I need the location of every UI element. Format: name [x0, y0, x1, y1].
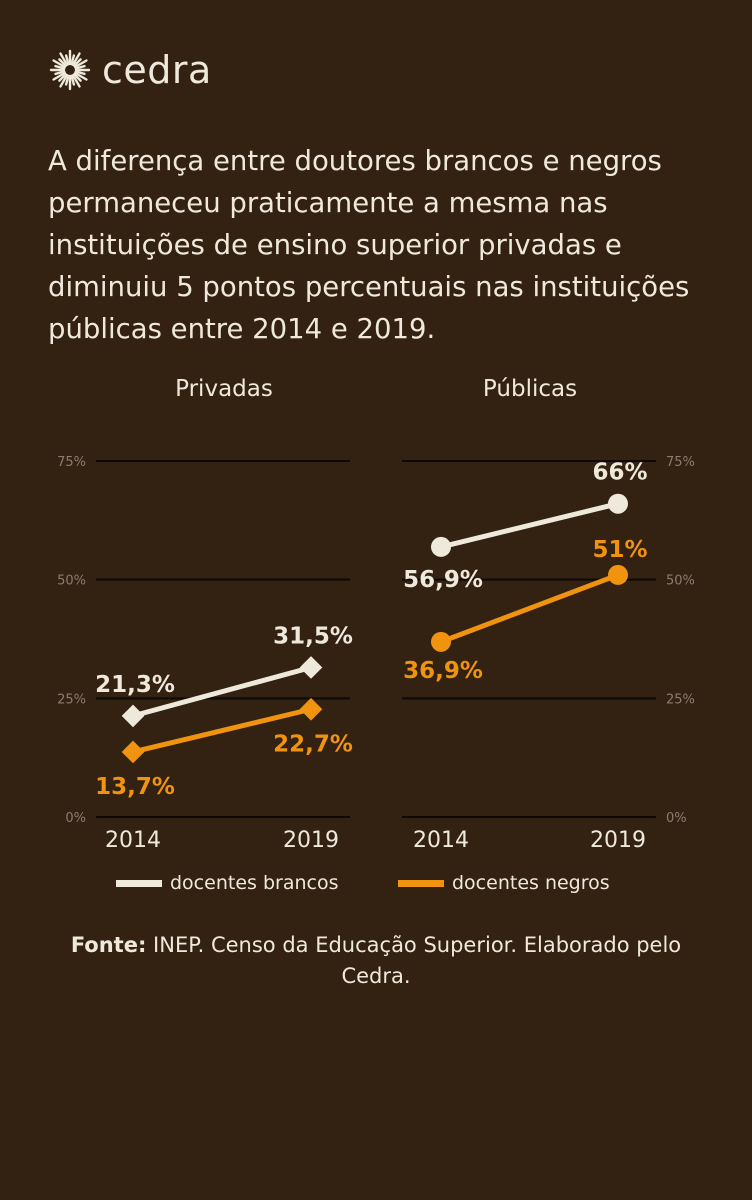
y-tick-label-privadas-25: 25% — [57, 692, 86, 707]
data-label-publicas-white-2014: 56,9% — [403, 567, 483, 593]
headline: A diferença entre doutores brancos e neg… — [48, 145, 690, 345]
data-label-privadas-black-2019: 22,7% — [273, 731, 353, 757]
y-tick-label-publicas-25: 25% — [666, 692, 695, 707]
data-label-publicas-black-2014: 36,9% — [403, 658, 483, 684]
series-line-privadas-white — [130, 664, 314, 719]
marker-publicas-black-2019 — [608, 564, 628, 585]
legend-swatch-white — [116, 879, 162, 887]
source-note: Fonte: INEP. Censo da Educação Superior.… — [40, 930, 712, 992]
series-line-publicas-white — [438, 501, 621, 550]
y-tick-label-privadas-75: 75% — [57, 455, 86, 470]
marker-privadas-white-2019 — [299, 656, 323, 679]
source-label: Fonte: — [70, 933, 147, 957]
data-label-publicas-black-2019: 51% — [592, 537, 647, 563]
data-label-privadas-white-2014: 21,3% — [95, 672, 175, 698]
chart-title-privadas: Privadas — [175, 376, 273, 402]
y-tick-label-privadas-0: 0% — [65, 811, 86, 826]
marker-publicas-white-2019 — [608, 493, 628, 514]
legend: docentes brancos docentes negros — [0, 872, 752, 900]
chart-privadas: Privadas 0% 25% 50% 75% 2014 2019 21,3% 31,5% 13,… — [57, 376, 353, 853]
y-tick-label-privadas-50: 50% — [57, 574, 86, 589]
legend-swatch-black — [398, 879, 444, 887]
data-label-privadas-black-2014: 13,7% — [95, 774, 175, 800]
marker-publicas-white-2014 — [431, 536, 451, 557]
chart-title-publicas: Públicas — [483, 376, 577, 402]
sun-icon — [49, 49, 91, 91]
charts-area: Privadas 0% 25% 50% 75% 2014 2019 21,3% 31,5% 13,… — [57, 376, 695, 853]
marker-publicas-black-2014 — [431, 631, 451, 652]
series-line-publicas-black — [438, 572, 621, 645]
legend-label-black: docentes negros — [452, 872, 610, 894]
brand-name: cedra — [102, 48, 212, 92]
marker-privadas-black-2014 — [121, 740, 145, 764]
y-tick-label-publicas-75: 75% — [666, 455, 695, 470]
x-tick-label-publicas-2014: 2014 — [413, 828, 469, 853]
brand-logo: cedra — [48, 44, 212, 96]
marker-privadas-black-2019 — [299, 697, 323, 721]
chart-publicas: Públicas 0% 25% 50% 75% 2014 2019 56,9% 66% 36,9%… — [402, 376, 695, 853]
x-tick-label-privadas-2014: 2014 — [105, 828, 161, 853]
legend-item-white: docentes brancos — [116, 872, 338, 894]
data-label-publicas-white-2019: 66% — [592, 460, 647, 486]
source-text: INEP. Censo da Educação Superior. Elabor… — [146, 933, 682, 988]
y-tick-label-publicas-0: 0% — [666, 811, 687, 826]
data-label-privadas-white-2019: 31,5% — [273, 623, 353, 649]
marker-privadas-white-2014 — [121, 704, 145, 728]
legend-item-black: docentes negros — [398, 872, 610, 894]
x-tick-label-publicas-2019: 2019 — [590, 828, 646, 853]
y-tick-label-publicas-50: 50% — [666, 574, 695, 589]
series-line-privadas-black — [130, 706, 314, 755]
legend-label-white: docentes brancos — [170, 872, 339, 894]
x-tick-label-privadas-2019: 2019 — [283, 828, 339, 853]
